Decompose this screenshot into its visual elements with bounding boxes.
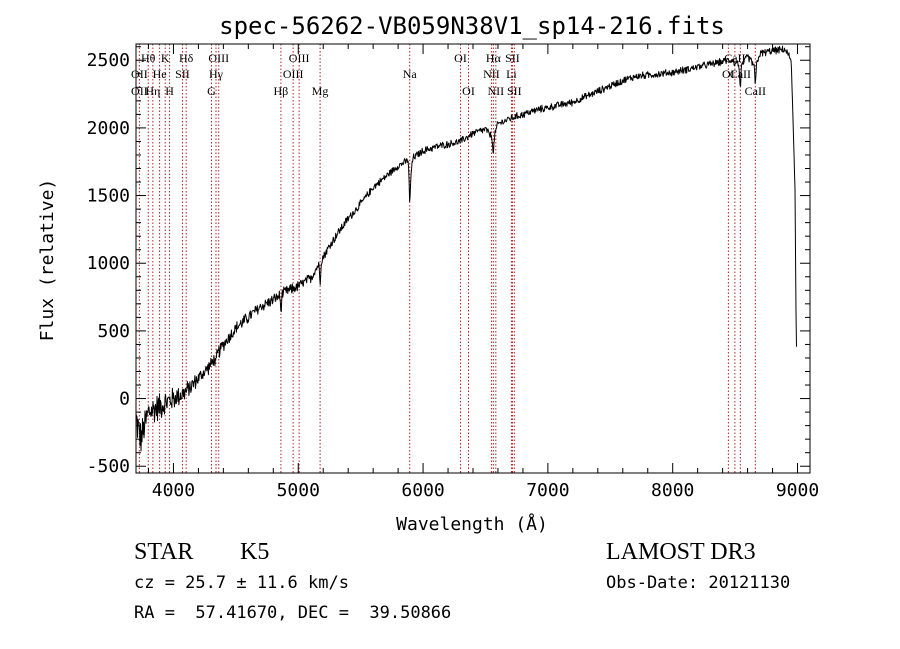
line-label: He (153, 67, 167, 81)
line-label: NII (483, 67, 500, 81)
line-label: OIII (208, 51, 229, 65)
line-markers (138, 44, 756, 473)
y-tick-label: 1500 (87, 186, 130, 207)
x-tick-label: 6000 (401, 480, 444, 501)
x-tick-label: 7000 (526, 480, 569, 501)
object-class: STAR (134, 539, 194, 565)
x-tick-label: 4000 (152, 480, 195, 501)
line-label: Hθ (141, 51, 156, 65)
survey-label: LAMOST DR3 (606, 539, 756, 565)
x-tick-label: 5000 (277, 480, 320, 501)
y-tick-label: 2000 (87, 118, 130, 139)
y-tick-label: 0 (119, 389, 130, 410)
object-subclass: K5 (240, 539, 270, 565)
y-tick-label: 500 (97, 321, 130, 342)
line-label: SII (505, 51, 520, 65)
line-label: Li (506, 67, 517, 81)
line-label: NII (488, 84, 505, 98)
x-tick-label: 9000 (776, 480, 819, 501)
line-label: OI (454, 51, 467, 65)
line-label: SII (175, 67, 190, 81)
y-tick-label: -500 (87, 456, 130, 477)
x-tick-label: 8000 (651, 480, 694, 501)
y-axis-label: Flux (relative) (37, 179, 58, 342)
plot-frame (135, 43, 811, 474)
line-label: Hα (486, 51, 502, 65)
line-label: Hβ (274, 84, 289, 98)
line-label: Na (403, 67, 418, 81)
chart-title: spec-56262-VB059N38V1_sp14-216.fits (219, 12, 725, 40)
line-label: K (161, 51, 170, 65)
line-label: OIII (289, 51, 310, 65)
redshift-velocity: cz = 25.7 ± 11.6 km/s (134, 573, 349, 593)
line-label: Mg (312, 84, 329, 98)
y-tick-label: 2500 (87, 50, 130, 71)
line-label: OI (722, 67, 735, 81)
axis-ticks: 4000 5000 6000 7000 8000 9000 -500 0 500 1000 1500… (87, 44, 819, 501)
line-label: G (207, 84, 216, 98)
y-tick-label: 1000 (87, 253, 130, 274)
line-label: CaII (745, 84, 766, 98)
line-label: CaII (730, 67, 751, 81)
x-axis-label: Wavelength (Å) (396, 513, 548, 535)
line-label: SII (507, 84, 522, 98)
line-label: OII (131, 84, 148, 98)
spectrum-series (135, 45, 797, 452)
line-label: OIII (283, 67, 304, 81)
observation-date: Obs-Date: 20121130 (606, 573, 791, 593)
line-label: Hγ (209, 67, 224, 81)
line-label: Hη (145, 84, 160, 98)
sky-coordinates: RA = 57.41670, DEC = 39.50866 (134, 603, 452, 623)
line-label: OI (462, 84, 475, 98)
line-label: H (165, 84, 174, 98)
line-label: Hδ (179, 51, 194, 65)
